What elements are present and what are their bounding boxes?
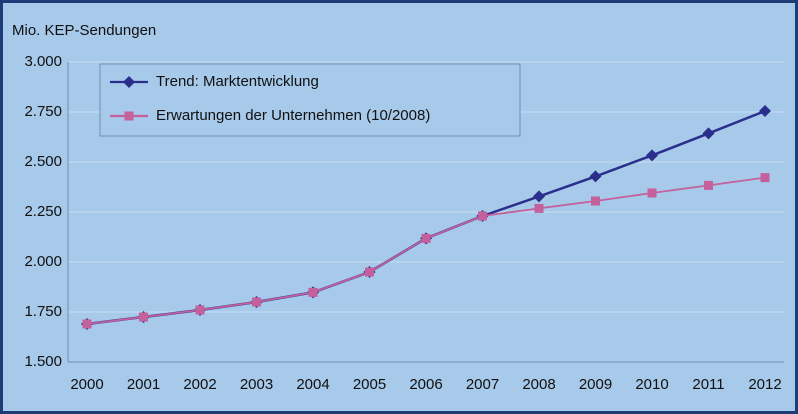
y-tick-label: 3.000 [24,53,62,70]
data-point [647,188,657,198]
x-tick-label: 2006 [409,376,442,393]
y-tick-label: 2.250 [24,203,62,220]
data-point [702,127,715,140]
data-point [534,203,544,213]
x-tick-label: 2009 [579,376,612,393]
x-tick-label: 2003 [240,376,273,393]
legend-marker [124,111,134,121]
chart-title: Mio. KEP-Sendungen [12,22,156,39]
x-tick-label: 2007 [466,376,499,393]
y-tick-label: 2.750 [24,103,62,120]
y-tick-label: 2.500 [24,153,62,170]
legend-label: Trend: Marktentwicklung [156,73,319,90]
legend-box [99,63,521,137]
data-point [308,287,318,297]
data-point [195,305,205,315]
y-tick-label: 1.750 [24,303,62,320]
legend-label: Erwartungen der Unternehmen (10/2008) [156,107,430,124]
x-tick-label: 2010 [635,376,668,393]
data-point [760,173,770,183]
x-tick-label: 2008 [522,376,555,393]
legend-marker [123,76,135,88]
data-point [478,211,487,221]
x-tick-label: 2001 [127,376,160,393]
x-tick-label: 2002 [183,376,216,393]
y-tick-label: 1.500 [24,353,62,370]
x-tick-label: 2000 [70,376,103,393]
x-tick-label: 2004 [296,376,329,393]
data-point [591,196,600,206]
data-point [704,180,713,190]
data-point [421,233,431,243]
data-point [252,297,261,307]
x-tick-label: 2005 [353,376,386,393]
data-point [139,312,148,322]
data-point [646,149,658,162]
x-tick-label: 2012 [748,376,781,393]
data-point [533,190,545,203]
data-point [365,267,374,277]
x-tick-label: 2011 [692,376,724,393]
data-point [589,170,602,183]
data-point [82,319,92,329]
y-tick-label: 2.000 [24,253,62,270]
data-point [759,105,771,117]
